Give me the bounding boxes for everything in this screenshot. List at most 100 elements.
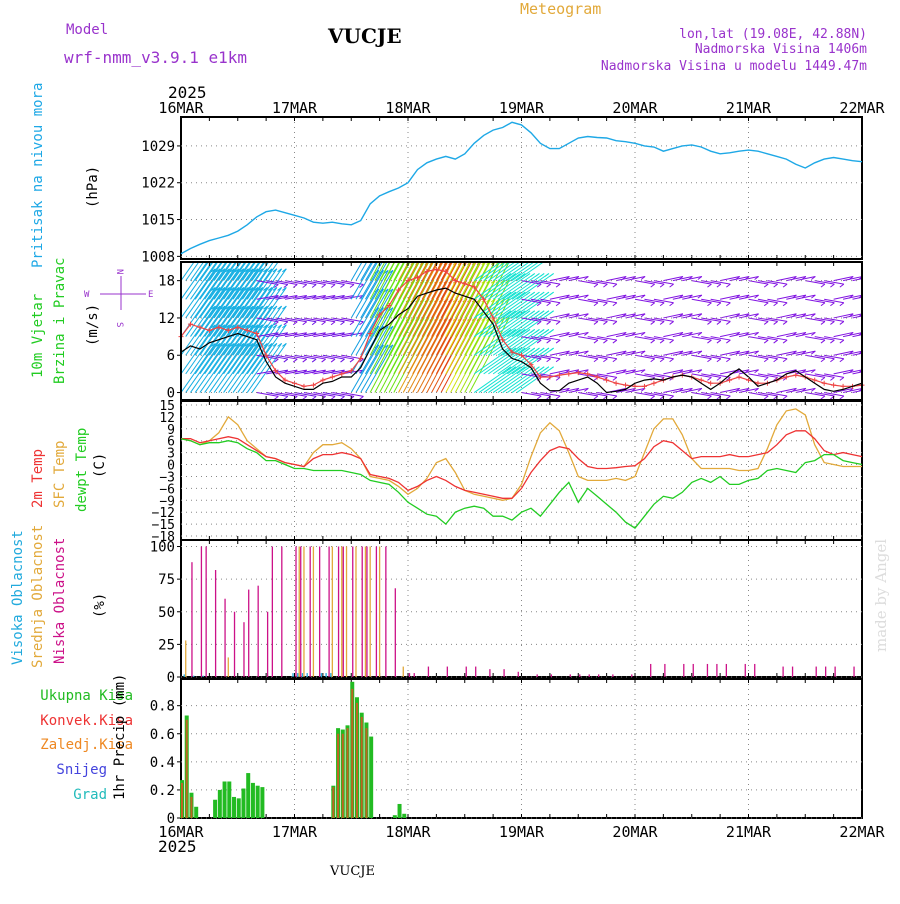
- wind-arrow: [483, 329, 521, 356]
- precip-total-bar: [246, 773, 251, 818]
- wind-arrow: [568, 387, 589, 394]
- wind-arrow: [540, 354, 561, 360]
- wind-arrow: [218, 287, 254, 337]
- wind-arrow: [634, 298, 655, 304]
- y-tick-label: −18: [152, 530, 175, 545]
- wind-arrowhead: [878, 321, 882, 324]
- wind-arrow: [653, 336, 674, 341]
- wind-arrow: [473, 366, 512, 393]
- wind-arrowhead: [650, 358, 655, 363]
- wind-ylabel-2: Brzina i Pravac: [52, 258, 68, 384]
- wind-arrow: [303, 332, 326, 338]
- wind-arrowhead: [282, 324, 287, 329]
- wind-arrowhead: [253, 324, 259, 329]
- wind-arrowhead: [277, 287, 282, 291]
- wind-arrowhead: [258, 287, 264, 291]
- wind-arrow: [511, 347, 550, 375]
- wind-arrowhead: [811, 387, 816, 392]
- wind-arrowhead: [220, 268, 226, 273]
- wind-arrow: [232, 262, 247, 281]
- precip-total-bar: [227, 781, 232, 818]
- wind-arrow: [682, 294, 702, 300]
- wind-arrow: [720, 313, 740, 319]
- wind-arrow: [251, 262, 279, 300]
- wind-gust-marker: [509, 349, 515, 355]
- wind-arrowhead: [839, 321, 845, 325]
- wind-arrow: [516, 366, 554, 393]
- wind-arrow: [842, 369, 862, 375]
- wind-arrow: [805, 354, 826, 360]
- wind-arrowhead: [544, 273, 550, 277]
- wind-arrow: [507, 273, 545, 300]
- y-tick-label: −12: [152, 506, 175, 521]
- wind-arrow: [266, 332, 288, 338]
- wind-arrow: [266, 317, 288, 323]
- wind-gust-marker: [206, 327, 212, 333]
- wind-arrow: [199, 268, 235, 319]
- wind-arrow: [597, 317, 617, 322]
- wind-arrow: [861, 355, 862, 356]
- wind-arrowhead: [640, 313, 646, 318]
- wind-arrow: [322, 317, 345, 323]
- wind-arrow: [833, 313, 854, 319]
- wind-arrowhead: [330, 358, 336, 363]
- wind-arrow: [199, 262, 227, 300]
- precip-total-bar: [397, 803, 402, 818]
- wind-arrow: [218, 305, 254, 356]
- wind-arrowhead: [449, 206, 453, 209]
- wind-arrow: [748, 354, 769, 360]
- wind-gust-marker: [282, 377, 288, 383]
- wind-arrowhead: [253, 342, 259, 347]
- wind-arrowhead: [292, 321, 298, 326]
- wind-arrow: [842, 350, 862, 356]
- wind-arrowhead: [268, 250, 272, 253]
- wind-arrow: [388, 262, 410, 300]
- wind-arrow: [181, 305, 216, 356]
- wind-arrow: [691, 336, 712, 341]
- wind-arrowhead: [292, 358, 298, 363]
- wind-arrowhead: [511, 329, 517, 333]
- temp-ylabel-dewpt: dewpt Temp: [74, 428, 90, 512]
- wind-arrow: [266, 354, 288, 360]
- wind-arrow: [653, 354, 674, 360]
- wind-arrow: [701, 317, 721, 322]
- wind-arrow: [767, 298, 788, 304]
- wind-arrowhead: [555, 395, 561, 400]
- wind-arrow: [701, 298, 721, 304]
- wind-arrowhead: [215, 287, 221, 291]
- cloud-ylabel-high: Visoka Oblacnost: [10, 530, 26, 665]
- wind-arrow: [521, 392, 542, 397]
- wind-arrow: [350, 344, 380, 393]
- compass-rose: N W E S: [84, 269, 153, 327]
- wind-arrow: [776, 294, 797, 300]
- wind-arrowhead: [263, 231, 267, 234]
- wind-arrow: [597, 354, 617, 360]
- wind-arrow: [502, 310, 540, 338]
- wind-arrowhead: [754, 276, 759, 280]
- precip-total-bar: [255, 785, 260, 818]
- x-tick-label-bottom: 18MAR: [385, 823, 431, 841]
- wind-arrowhead: [244, 287, 249, 291]
- legend-total-rain: Ukupna Kisa: [40, 688, 133, 704]
- wind-arrowhead: [220, 324, 226, 329]
- wind-arrow: [492, 329, 531, 356]
- wind-gust-marker: [301, 383, 307, 389]
- wind-arrowhead: [820, 358, 826, 363]
- wind-gust-marker: [424, 268, 430, 274]
- wind-arrowhead: [584, 369, 589, 374]
- wind-gust-marker: [386, 303, 392, 309]
- wind-arrow: [313, 332, 336, 338]
- wind-arrowhead: [520, 310, 526, 315]
- wind-arrowhead: [640, 369, 646, 374]
- wind-arrowhead: [501, 206, 505, 209]
- wind-arrow: [194, 287, 231, 337]
- wind-arrow: [842, 276, 862, 282]
- wind-arrowhead: [420, 224, 424, 227]
- wind-arrow: [549, 350, 570, 356]
- wind-arrowhead: [763, 283, 769, 288]
- wind-arrowhead: [659, 283, 665, 288]
- wind-arrow: [473, 347, 512, 375]
- wind-arrow: [757, 392, 778, 397]
- wind-arrow: [266, 392, 288, 397]
- wind-arrow: [473, 262, 502, 282]
